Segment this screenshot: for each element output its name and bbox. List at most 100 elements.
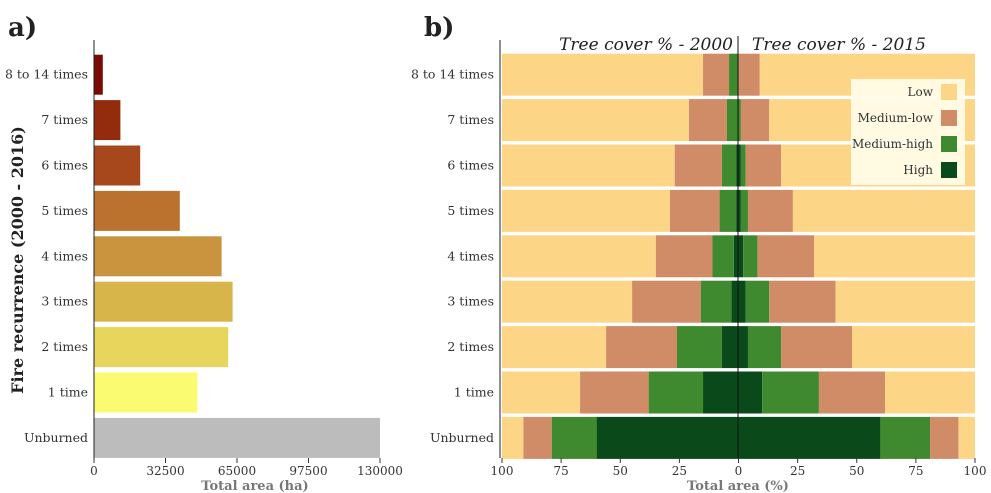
bar-2015-2-times-medium-high [747,326,782,369]
bar-2000-4-times-medium-high [712,235,734,278]
legend-label-high: High [903,163,933,177]
x-tick-label: 100 [491,464,514,478]
category-label-unburned: Unburned [24,430,88,445]
category-label-1-time: 1 time [454,385,494,400]
panel-b-left-title: Tree cover % - 2000 [559,35,733,55]
panel-b-legend: Low Medium-low Medium-high High [851,79,965,185]
bar-2015-4-times-high [738,235,744,278]
bar-2000-1-time-low [502,371,581,414]
bar-2000-3-times-medium-low [632,280,701,323]
panel-b: b) 8 to 14 times 7 times 6 times 5 times 4 t… [411,13,986,493]
bar-2015-unburned-low [958,416,975,459]
bar-2015-7-times-medium-high [738,99,741,142]
x-tick-label: 25 [672,464,687,478]
bar-6-times [94,145,141,186]
category-label-3-times: 3 times [41,294,88,309]
category-label-4-times: 4 times [447,248,494,263]
panel-b-x-ticks: 100 75 50 25 0 25 50 75 100 [491,458,987,478]
category-label-7-times: 7 times [41,112,88,127]
bar-2000-4-times-medium-low [655,235,713,278]
bar-2015-1-time-medium-high [762,371,819,414]
x-tick-label: 65000 [218,464,256,478]
bar-unburned [94,417,380,458]
bar-2015-4-times-medium-low [757,235,815,278]
category-label-1-time: 1 time [48,385,88,400]
legend-swatch-medium-low [941,110,957,126]
category-label-8-to-14-times: 8 to 14 times [5,67,88,82]
bar-2000-2-times-medium-low [606,326,678,369]
x-tick-label: 100 [964,464,987,478]
bar-2000-3-times-medium-high [700,280,732,323]
x-tick-label: 75 [553,464,568,478]
category-label-8-to-14-times: 8 to 14 times [411,67,494,82]
category-label-7-times: 7 times [447,112,494,127]
x-tick-label: 32500 [146,464,184,478]
panel-b-bars [502,53,975,459]
bar-2015-5-times-medium-low [747,189,793,232]
bar-2000-1-time-high [703,371,739,414]
category-label-2-times: 2 times [447,339,494,354]
bar-2000-2-times-medium-high [677,326,722,369]
bar-2000-6-times-high [736,144,739,187]
legend-swatch-low [941,84,957,100]
x-tick-label: 130000 [357,464,403,478]
x-tick-label: 0 [90,464,98,478]
bar-2015-5-times-medium-high [740,189,748,232]
category-label-6-times: 6 times [447,158,494,173]
x-tick-label: 0 [735,464,743,478]
category-label-unburned: Unburned [430,430,494,445]
bar-2015-4-times-medium-high [743,235,758,278]
bar-2015-unburned-high [738,416,881,459]
category-label-5-times: 5 times [41,203,88,218]
bar-2000-5-times-low [502,189,670,232]
legend-swatch-high [941,162,957,178]
bar-2000-5-times-medium-low [669,189,720,232]
bar-2000-3-times-high [731,280,739,323]
bar-2015-3-times-medium-high [745,280,770,323]
panel-a-bars [94,54,380,458]
x-tick-label: 75 [908,464,923,478]
bar-2000-unburned-medium-high [551,416,597,459]
bar-2000-4-times-low [502,235,656,278]
legend-label-medium-low: Medium-low [858,111,934,125]
panel-a-category-labels: 8 to 14 times 7 times 6 times 5 times 4 time… [5,67,88,445]
bar-7-times [94,100,121,141]
category-label-4-times: 4 times [41,248,88,263]
bar-2015-2-times-low [852,326,975,369]
bar-2015-2-times-medium-low [781,326,853,369]
legend-label-medium-high: Medium-high [852,137,933,151]
bar-2015-5-times-low [792,189,975,232]
bar-4-times [94,236,222,277]
bar-2000-5-times-medium-high [719,189,737,232]
legend-label-low: Low [908,85,934,99]
bar-2015-6-times-high [738,144,741,187]
bar-2015-1-time-medium-low [818,371,886,414]
bar-2000-7-times-low [502,99,689,142]
x-tick-label: 25 [790,464,805,478]
panel-b-category-labels: 8 to 14 times 7 times 6 times 5 times 4 time… [411,67,494,445]
bar-2000-unburned-medium-low [523,416,552,459]
bar-2000-5-times-high [736,189,739,232]
bar-2015-5-times-high [738,189,741,232]
bar-2015-4-times-low [814,235,975,278]
category-label-6-times: 6 times [41,158,88,173]
bar-2000-4-times-high [733,235,739,278]
bar-2000-7-times-medium-high [726,99,739,142]
bar-2000-6-times-medium-low [674,144,722,187]
panel-a-y-axis-title: Fire recurrence (2000 - 2016) [8,126,27,394]
category-label-5-times: 5 times [447,203,494,218]
panel-a: a) Fire recurrence (2000 - 2016) 8 to 14… [5,13,403,493]
bar-2000-3-times-low [502,280,633,323]
bar-2000-8-to-14-times-medium-high [729,53,739,96]
panel-a-x-ticks: 0 32500 65000 97500 130000 [90,458,403,478]
x-tick-label: 50 [849,464,864,478]
panel-a-label: a) [8,13,37,43]
x-tick-label: 50 [613,464,628,478]
bar-2015-2-times-high [738,326,748,369]
bar-2015-1-time-low [885,371,975,414]
bar-2015-7-times-medium-low [740,99,770,142]
x-tick-label: 97500 [289,464,327,478]
bar-2015-unburned-medium-high [880,416,931,459]
bar-2000-1-time-medium-high [648,371,704,414]
bar-2015-6-times-medium-low [745,144,782,187]
